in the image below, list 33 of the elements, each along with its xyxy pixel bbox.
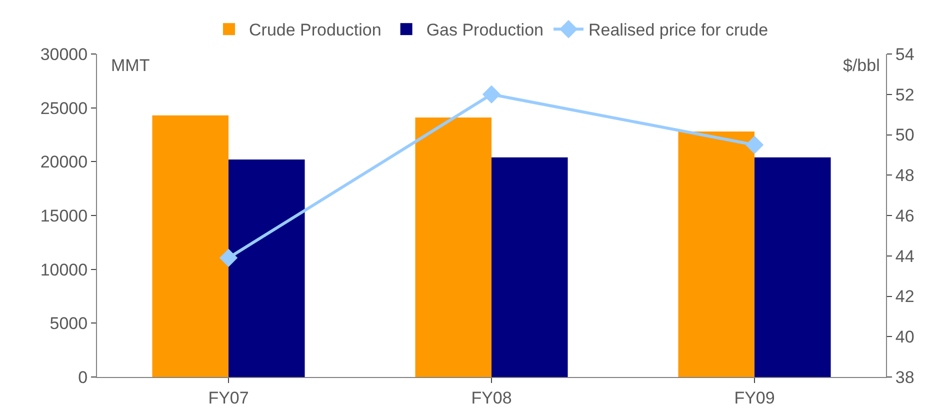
y-tick-label: 25000: [40, 98, 88, 118]
point: [219, 248, 238, 267]
y2-axis-title: $/bbl: [843, 56, 880, 75]
y2-tick-label: 50: [895, 126, 914, 145]
y-tick-label: 30000: [40, 44, 88, 64]
bar: [228, 160, 305, 377]
y2-tick-label: 42: [895, 287, 914, 306]
bar: [754, 157, 831, 377]
y-tick-label: 20000: [40, 152, 88, 172]
y2-tick-label: 44: [895, 246, 914, 266]
y2-tick-label: 46: [895, 206, 914, 226]
bar: [492, 157, 568, 377]
y-axis-title: MMT: [111, 56, 150, 75]
y2-tick-label: 52: [895, 85, 914, 104]
legend-label: Gas Production: [426, 20, 544, 40]
point: [482, 85, 501, 104]
y-tick-label: 15000: [40, 206, 88, 226]
y2-tick-label: 54: [895, 44, 914, 64]
legend-label: Realised price for crude: [588, 20, 768, 40]
bar: [678, 132, 754, 377]
y-tick-label: 0: [78, 368, 88, 387]
y-tick-label: 10000: [40, 260, 88, 280]
legend-label: Crude Production: [249, 20, 382, 40]
x-tick-label: FY07: [208, 388, 249, 408]
y2-tick-label: 48: [895, 166, 914, 186]
y2-tick-label: 40: [895, 328, 914, 347]
x-tick-label: FY08: [471, 388, 512, 408]
bar: [415, 118, 492, 377]
y-tick-label: 5000: [50, 314, 88, 334]
y2-tick-label: 38: [895, 368, 914, 387]
x-tick-label: FY09: [734, 388, 775, 408]
bar: [152, 115, 228, 377]
point: [745, 136, 764, 154]
